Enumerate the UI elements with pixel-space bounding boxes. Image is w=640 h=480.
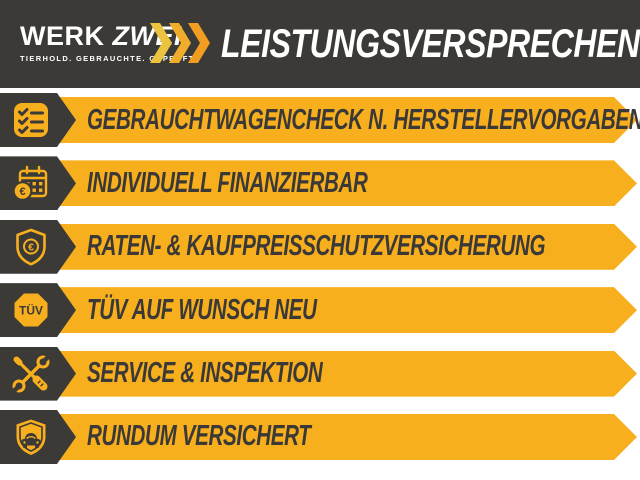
banner-arrow bbox=[50, 97, 637, 143]
list-item: TÜV TÜV AUF WUNSCH NEU bbox=[0, 283, 640, 338]
shield-euro-icon: € bbox=[16, 228, 46, 266]
tuev-glyph: TÜV bbox=[19, 303, 43, 318]
list-item: GEBRAUCHTWAGENCHECK N. HERSTELLERVORGABE… bbox=[0, 93, 640, 147]
promise-label: INDIVIDUELL FINANZIERBAR bbox=[87, 166, 368, 199]
checklist-icon bbox=[14, 103, 48, 137]
banner-arrow bbox=[50, 287, 637, 333]
brand-logo: WERK ZWEI TIERHOLD. GEBRAUCHTE. GEPRÜFT. bbox=[20, 23, 198, 64]
calendar-euro-icon: € bbox=[12, 166, 48, 202]
banner-arrow bbox=[50, 160, 637, 206]
euro-glyph: € bbox=[19, 186, 25, 198]
tuev-badge-icon: TÜV bbox=[14, 293, 48, 327]
list-item: € RATEN- & KAUFPREISSCHUTZVERSICHERUNG bbox=[0, 219, 640, 274]
icon-tab bbox=[0, 156, 76, 211]
promise-label: SERVICE & INSPEKTION bbox=[87, 357, 323, 390]
euro-glyph: € bbox=[28, 241, 34, 253]
brand-name-primary: WERK bbox=[20, 21, 105, 51]
banner-arrow bbox=[50, 224, 637, 270]
promise-list: GEBRAUCHTWAGENCHECK N. HERSTELLERVORGABE… bbox=[0, 93, 640, 464]
tools-icon bbox=[11, 353, 51, 394]
car-shield-icon bbox=[16, 419, 46, 455]
list-item: RUNDUM VERSICHERT bbox=[0, 409, 640, 464]
brand-name: WERK ZWEI bbox=[20, 23, 197, 50]
banner-arrow bbox=[50, 414, 637, 460]
promise-label: TÜV AUF WUNSCH NEU bbox=[87, 293, 317, 326]
triple-chevron-right-icon bbox=[150, 23, 210, 63]
promise-label: RATEN- & KAUFPREISSCHUTZVERSICHERUNG bbox=[87, 230, 546, 263]
promise-label: GEBRAUCHTWAGENCHECK N. HERSTELLERVORGABE… bbox=[87, 103, 640, 136]
list-item: € INDIVIDUELL FINANZIERBAR bbox=[0, 156, 640, 211]
banner-arrow bbox=[50, 351, 637, 397]
promise-label: RUNDUM VERSICHERT bbox=[87, 420, 311, 453]
header-bar: WERK ZWEI TIERHOLD. GEBRAUCHTE. GEPRÜFT.… bbox=[0, 0, 640, 88]
list-item: SERVICE & INSPEKTION bbox=[0, 346, 640, 401]
brand-tagline: TIERHOLD. GEBRAUCHTE. GEPRÜFT. bbox=[20, 54, 198, 63]
page-title: LEISTUNGSVERSPRECHEN bbox=[221, 21, 640, 66]
